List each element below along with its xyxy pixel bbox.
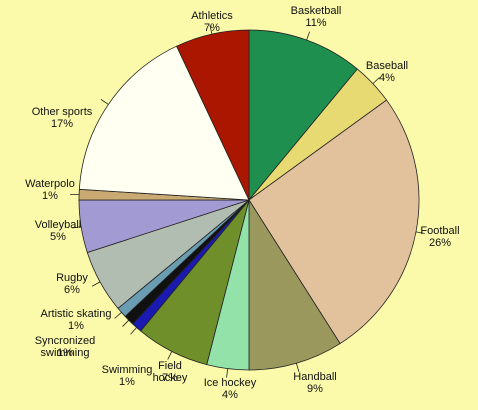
slice-label: Swimming bbox=[102, 364, 153, 376]
slice-label: Football bbox=[420, 225, 459, 237]
pie-slice bbox=[176, 29, 250, 201]
slice-label: Field hockey bbox=[153, 360, 188, 384]
leader-line bbox=[167, 351, 173, 360]
slice-label: Ice hockey bbox=[204, 377, 257, 389]
value-label: 5% bbox=[50, 231, 66, 243]
slice-label: Syncronized swimming bbox=[35, 335, 96, 359]
slice-label: Other sports bbox=[32, 106, 93, 118]
pie-slice bbox=[248, 29, 358, 202]
slice-label: Waterpolo bbox=[25, 178, 75, 190]
slice-label: Athletics bbox=[191, 10, 233, 22]
slice-label: Rugby bbox=[56, 272, 88, 284]
leader-line bbox=[209, 25, 213, 35]
slice-label: Handball bbox=[293, 371, 336, 383]
value-label: 6% bbox=[64, 284, 80, 296]
value-label: 1% bbox=[42, 190, 58, 202]
value-label: 1% bbox=[119, 376, 135, 388]
leader-line bbox=[306, 31, 311, 41]
leader-line bbox=[130, 327, 137, 335]
value-label: 17% bbox=[51, 118, 73, 130]
leader-line bbox=[415, 231, 425, 234]
value-label: 4% bbox=[222, 389, 238, 401]
value-label: 11% bbox=[305, 17, 326, 29]
leader-line bbox=[114, 312, 122, 319]
slice-label: Artistic skating bbox=[41, 308, 112, 320]
leader-line bbox=[91, 281, 101, 287]
value-label: 1% bbox=[57, 347, 73, 359]
pie-slice bbox=[78, 45, 250, 201]
value-label: 4% bbox=[379, 72, 395, 84]
slice-label: Basketball bbox=[291, 5, 342, 17]
slice-label: Volleyball bbox=[35, 219, 81, 231]
value-label: 1% bbox=[68, 320, 84, 332]
leader-line bbox=[372, 77, 380, 84]
leader-line bbox=[296, 363, 300, 373]
value-label: 9% bbox=[307, 383, 323, 395]
leader-line bbox=[226, 368, 229, 378]
leader-line bbox=[100, 99, 109, 105]
leader-line bbox=[122, 319, 130, 327]
pie-slice bbox=[248, 198, 341, 371]
value-label: 7% bbox=[162, 372, 178, 384]
value-label: 26% bbox=[429, 237, 451, 249]
leader-line bbox=[72, 226, 82, 229]
slice-label: Baseball bbox=[366, 60, 408, 72]
value-label: 7% bbox=[204, 22, 220, 34]
